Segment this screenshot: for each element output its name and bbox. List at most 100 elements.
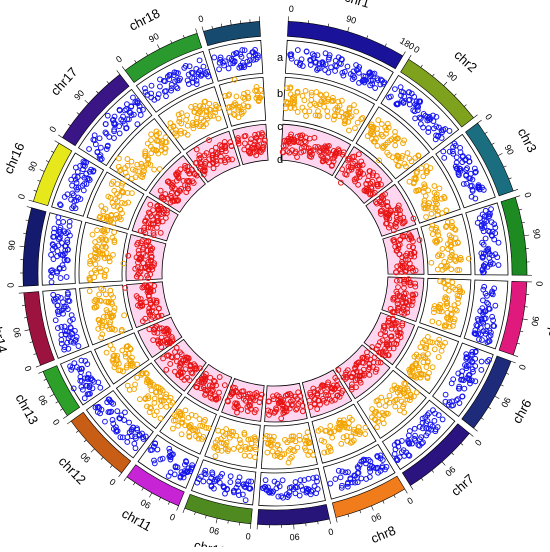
track-c-point [352, 103, 357, 108]
track-c-point [435, 267, 440, 272]
track-b-point [293, 480, 298, 485]
track-c-point [295, 110, 300, 115]
track-b-point [164, 94, 169, 99]
chromosome-label-chr16: chr16 [1, 140, 28, 176]
axis-tick [454, 94, 456, 96]
axis-tick [432, 470, 434, 472]
track-c-point [185, 123, 190, 128]
track-b-point [323, 68, 328, 73]
axis-tick [67, 421, 71, 424]
track-b-point [125, 440, 130, 445]
track-b-point [300, 64, 305, 69]
tick-label: 90 [345, 13, 357, 25]
axis-tick [58, 135, 62, 138]
axis-tick [523, 319, 528, 320]
track-b-point [418, 116, 423, 121]
chromosome-label-chr19: chr19 [208, 0, 243, 2]
tick-label: 90 [502, 143, 516, 157]
track-c-point [197, 417, 202, 422]
axis-tick [452, 453, 454, 455]
track-c-point [135, 375, 140, 380]
track-c-point [111, 252, 116, 257]
axis-tick [421, 65, 423, 67]
track-c-point [379, 395, 384, 400]
axis-tick [442, 462, 445, 466]
axis-tick [122, 66, 125, 70]
track-b-point [98, 145, 103, 150]
track-b-point [103, 130, 108, 135]
track-c-point [126, 351, 131, 356]
track-c-point [387, 393, 392, 398]
track-c-point [98, 266, 103, 271]
axis-tick [51, 151, 54, 152]
axis-tick [157, 45, 159, 49]
track-c-point [325, 114, 330, 119]
axis-tick [501, 385, 504, 386]
track-c-point [376, 398, 381, 403]
track-c-point [93, 262, 98, 267]
tick-label: 90 [370, 511, 383, 524]
track-b-point [226, 66, 231, 71]
track-c-frame-chr19 [219, 77, 265, 126]
axis-tick [29, 200, 34, 201]
track-b-point [64, 275, 69, 280]
track-c-point [324, 92, 329, 97]
track-c-point [311, 453, 316, 458]
track-b-point [228, 474, 233, 479]
track-b-point [87, 147, 92, 152]
axis-tick [119, 473, 122, 477]
track-c-point [104, 268, 109, 273]
axis-tick [421, 478, 423, 480]
axis-tick [469, 433, 473, 436]
ideogram-chr9 [257, 504, 329, 525]
track-c-point [330, 435, 335, 440]
axis-tick [46, 161, 49, 162]
track-b-point [107, 135, 112, 140]
tick-label: 0 [197, 13, 205, 24]
axis-tick [168, 502, 169, 505]
track-label-d: d [277, 154, 283, 166]
axis-tick [474, 115, 478, 118]
axis-tick [101, 457, 103, 459]
track-c-point [142, 169, 147, 174]
axis-tick [330, 519, 331, 524]
axis-tick [26, 220, 29, 221]
track-b-point [217, 60, 222, 65]
axis-tick [478, 120, 482, 123]
scatter-points [49, 47, 501, 502]
track-b-point [58, 276, 63, 281]
axis-tick [38, 371, 43, 373]
axis-tick [360, 510, 361, 513]
track-c-point [305, 430, 310, 435]
axis-tick [146, 53, 148, 56]
track-b-point [127, 420, 132, 425]
axis-tick [410, 486, 413, 490]
track-c-point [419, 166, 424, 171]
track-c-point [375, 425, 380, 430]
track-b-point [413, 116, 418, 121]
axis-tick [318, 521, 319, 524]
track-c-point [149, 388, 154, 393]
track-b-point [80, 387, 85, 392]
track-c-point [427, 201, 432, 206]
axis-tick [444, 82, 447, 86]
track-c-point [112, 188, 117, 193]
axis-tick [328, 24, 329, 27]
track-b-point [197, 58, 202, 63]
ideogram-chr19 [203, 21, 260, 45]
track-b-point [373, 86, 378, 91]
track-c-point [376, 118, 381, 123]
track-b-frame-chr2 [381, 75, 459, 149]
tick-label: 0 [6, 282, 16, 287]
track-b-point [464, 167, 469, 172]
track-b-point [76, 344, 81, 349]
tick-label: 90 [36, 393, 50, 407]
track-b-point [338, 475, 343, 480]
track-c-point [381, 421, 386, 426]
track-b-point [115, 409, 120, 414]
track-c-point [164, 404, 169, 409]
axis-tick [228, 521, 229, 524]
track-c-point [99, 204, 104, 209]
track-b-point [412, 426, 417, 431]
track-c-point [363, 425, 368, 430]
